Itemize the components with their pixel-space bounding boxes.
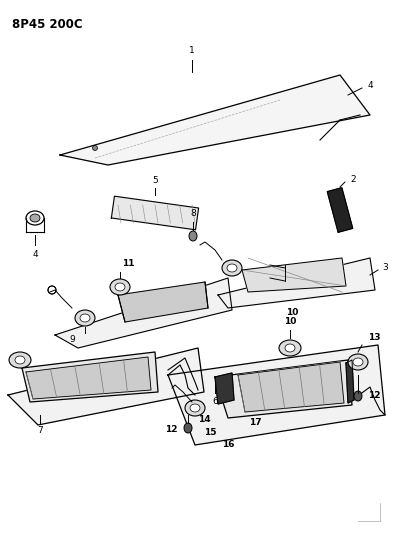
Polygon shape xyxy=(22,352,158,402)
Polygon shape xyxy=(26,357,151,399)
Text: 3: 3 xyxy=(382,263,388,272)
Ellipse shape xyxy=(185,400,205,416)
Text: 6: 6 xyxy=(212,397,218,406)
Text: 2: 2 xyxy=(350,175,356,184)
Ellipse shape xyxy=(353,358,363,366)
Ellipse shape xyxy=(115,283,125,291)
Ellipse shape xyxy=(15,356,25,364)
Text: 14: 14 xyxy=(198,415,211,424)
Ellipse shape xyxy=(9,352,31,368)
Text: 4: 4 xyxy=(32,250,38,259)
Ellipse shape xyxy=(110,279,130,295)
Polygon shape xyxy=(60,75,370,165)
Text: 8P45 200C: 8P45 200C xyxy=(12,18,83,31)
Polygon shape xyxy=(218,258,375,308)
Ellipse shape xyxy=(279,340,301,356)
Text: 12: 12 xyxy=(165,425,178,434)
Text: 11: 11 xyxy=(122,259,134,268)
Ellipse shape xyxy=(190,404,200,412)
Text: 10: 10 xyxy=(286,308,298,317)
Ellipse shape xyxy=(285,344,295,352)
Polygon shape xyxy=(346,360,354,403)
Polygon shape xyxy=(238,362,344,412)
Polygon shape xyxy=(112,196,199,230)
Text: 1: 1 xyxy=(189,46,195,55)
Ellipse shape xyxy=(75,310,95,326)
Polygon shape xyxy=(327,188,353,232)
Polygon shape xyxy=(215,360,352,418)
Ellipse shape xyxy=(80,314,90,322)
Ellipse shape xyxy=(93,146,97,150)
Text: 16: 16 xyxy=(222,440,234,449)
Text: 9: 9 xyxy=(69,335,75,344)
Polygon shape xyxy=(8,348,204,425)
Ellipse shape xyxy=(227,264,237,272)
Text: 5: 5 xyxy=(152,176,158,185)
Text: 10: 10 xyxy=(284,317,296,326)
Ellipse shape xyxy=(354,391,362,401)
Polygon shape xyxy=(118,282,208,322)
Text: 7: 7 xyxy=(37,426,43,435)
Ellipse shape xyxy=(348,354,368,370)
Ellipse shape xyxy=(189,231,197,241)
Polygon shape xyxy=(215,373,234,404)
Text: 8: 8 xyxy=(190,209,196,218)
Text: 12: 12 xyxy=(368,391,381,400)
Polygon shape xyxy=(55,278,232,348)
Text: 4: 4 xyxy=(368,80,374,90)
Polygon shape xyxy=(242,258,346,292)
Text: 17: 17 xyxy=(249,418,261,427)
Ellipse shape xyxy=(222,260,242,276)
Ellipse shape xyxy=(26,211,44,225)
Ellipse shape xyxy=(184,423,192,433)
Polygon shape xyxy=(168,345,385,445)
Text: 13: 13 xyxy=(368,333,381,342)
Text: 15: 15 xyxy=(204,428,216,437)
Ellipse shape xyxy=(30,214,40,222)
